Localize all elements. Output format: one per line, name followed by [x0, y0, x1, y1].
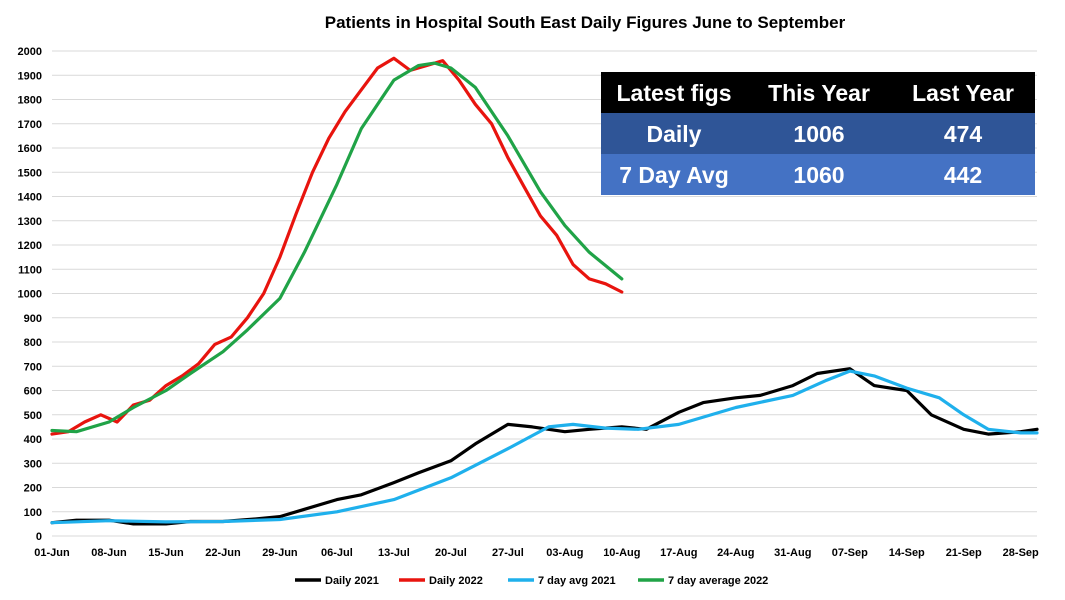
x-tick-label: 22-Jun — [205, 547, 241, 559]
y-axis: 0 100 200 300 400 500 600 700 800 900 1000 1100 1200… — [18, 46, 42, 543]
x-tick-label: 28-Sep — [1003, 547, 1039, 559]
table-row — [601, 154, 1035, 195]
table-cell: 442 — [944, 162, 982, 188]
x-tick-label: 17-Aug — [660, 547, 697, 559]
legend-entry: Daily 2021 — [325, 575, 379, 587]
y-tick-label: 1000 — [18, 289, 42, 301]
series-line-daily-2022 — [50, 56, 624, 436]
x-tick-label: 20-Jul — [435, 547, 467, 559]
legend-entry: 7 day avg 2021 — [538, 575, 616, 587]
y-tick-label: 1200 — [18, 240, 42, 252]
table-row — [601, 113, 1035, 154]
y-tick-label: 700 — [24, 361, 42, 373]
x-tick-label: 03-Aug — [546, 547, 583, 559]
table-cell: 1006 — [793, 121, 844, 147]
x-axis: 01-Jun 08-Jun 15-Jun 22-Jun 29-Jun 06-Jul 13-J… — [34, 547, 1039, 559]
info-table: Latest figs This Year Last Year Daily 1006 47… — [601, 72, 1035, 195]
y-tick-label: 900 — [24, 313, 42, 325]
y-tick-label: 1500 — [18, 167, 42, 179]
x-tick-label: 13-Jul — [378, 547, 410, 559]
y-tick-label: 1800 — [18, 95, 42, 107]
y-tick-label: 600 — [24, 386, 42, 398]
x-tick-label: 06-Jul — [321, 547, 353, 559]
y-tick-label: 1900 — [18, 70, 42, 82]
legend-entry: Daily 2022 — [429, 575, 483, 587]
legend: Daily 2021 Daily 2022 7 day avg 2021 7 day … — [295, 575, 768, 587]
legend-entry: 7 day average 2022 — [668, 575, 768, 587]
x-tick-label: 08-Jun — [91, 547, 127, 559]
x-tick-label: 01-Jun — [34, 547, 70, 559]
y-tick-label: 0 — [36, 531, 42, 543]
series-group — [50, 56, 1039, 526]
x-tick-label: 10-Aug — [603, 547, 640, 559]
y-tick-label: 1400 — [18, 192, 42, 204]
y-tick-label: 1300 — [18, 216, 42, 228]
x-tick-label: 31-Aug — [774, 547, 811, 559]
table-header-cell: This Year — [768, 80, 870, 106]
series-line-7-day-avg-2021 — [50, 369, 1039, 525]
y-tick-label: 300 — [24, 458, 42, 470]
y-tick-label: 100 — [24, 507, 42, 519]
x-tick-label: 27-Jul — [492, 547, 524, 559]
series-line-daily-2021 — [50, 367, 1039, 526]
table-cell: 474 — [944, 121, 983, 147]
y-tick-label: 800 — [24, 337, 42, 349]
y-tick-label: 1700 — [18, 119, 42, 131]
table-header-cell: Latest figs — [616, 80, 731, 106]
table-cell: 7 Day Avg — [619, 162, 729, 188]
table-cell: Daily — [647, 121, 702, 147]
x-tick-label: 29-Jun — [262, 547, 298, 559]
x-tick-label: 14-Sep — [889, 547, 925, 559]
y-tick-label: 400 — [24, 434, 42, 446]
table-header-cell: Last Year — [912, 80, 1014, 106]
table-header — [601, 72, 1035, 113]
table-cell: 1060 — [793, 162, 844, 188]
x-tick-label: 24-Aug — [717, 547, 754, 559]
y-tick-label: 500 — [24, 410, 42, 422]
y-tick-label: 1600 — [18, 143, 42, 155]
x-tick-label: 15-Jun — [148, 547, 184, 559]
y-tick-label: 200 — [24, 483, 42, 495]
y-tick-label: 1100 — [18, 264, 42, 276]
chart-title: Patients in Hospital South East Daily Fi… — [325, 13, 846, 32]
y-tick-label: 2000 — [18, 46, 42, 58]
x-tick-label: 07-Sep — [832, 547, 868, 559]
series-line-7-day-average-2022 — [50, 61, 624, 434]
x-tick-label: 21-Sep — [946, 547, 982, 559]
